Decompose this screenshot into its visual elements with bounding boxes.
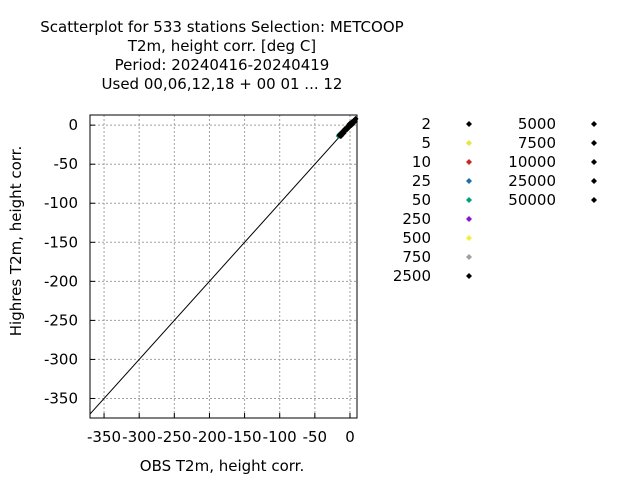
x-tick-label: -100	[263, 428, 297, 446]
x-tick-label: -300	[122, 428, 156, 446]
y-tick-label: -200	[44, 272, 78, 290]
x-tick-label: -250	[157, 428, 191, 446]
y-tick-label: -350	[44, 389, 78, 407]
legend-marker	[591, 178, 597, 184]
y-tick-label: -250	[44, 311, 78, 329]
x-tick-label: -350	[87, 428, 121, 446]
legend-marker	[466, 197, 472, 203]
x-tick-label: -50	[303, 428, 328, 446]
title-line-3: Period: 20240416-20240419	[115, 56, 330, 74]
y-tick-label: -50	[54, 155, 79, 173]
legend-label: 5000	[518, 115, 556, 133]
legend-label: 10	[412, 153, 431, 171]
legend-label: 10000	[508, 153, 556, 171]
legend-marker	[466, 178, 472, 184]
grid	[90, 115, 357, 418]
x-axis-label: OBS T2m, height corr.	[140, 457, 304, 475]
y-tick-label: 0	[68, 116, 78, 134]
legend-label: 25000	[508, 172, 556, 190]
chart-title: Scatterplot for 533 stations Selection: …	[40, 18, 403, 93]
legend-marker	[466, 121, 472, 127]
y-tick-label: -300	[44, 350, 78, 368]
legend-marker	[591, 121, 597, 127]
legend-marker	[466, 140, 472, 146]
legend-label: 250	[402, 210, 431, 228]
legend-marker	[466, 254, 472, 260]
y-tick-label: -100	[44, 194, 78, 212]
legend-label: 5	[421, 134, 431, 152]
legend-label: 2500	[393, 267, 431, 285]
plot-frame	[89, 114, 358, 419]
legend-marker	[466, 216, 472, 222]
legend-marker	[466, 273, 472, 279]
title-line-4: Used 00,06,12,18 + 00 01 ... 12	[102, 75, 343, 93]
title-line-1: Scatterplot for 533 stations Selection: …	[40, 18, 403, 36]
axis-ticks: -350 -300 -250 -200 -150 -100 -50 00-50-100-150…	[44, 116, 355, 446]
y-axis-label: Highres T2m, height corr.	[7, 146, 25, 336]
legend-label: 2	[421, 115, 431, 133]
x-tick-label: 0	[345, 428, 355, 446]
legend-marker	[591, 140, 597, 146]
y-tick-label: -150	[44, 233, 78, 251]
diagonal-line	[89, 117, 358, 415]
legend-label: 500	[402, 229, 431, 247]
legend-label: 7500	[518, 134, 556, 152]
legend-label: 50000	[508, 191, 556, 209]
data-layer	[89, 115, 359, 415]
title-line-2: T2m, height corr. [deg C]	[127, 37, 316, 55]
legend-marker	[466, 235, 472, 241]
data-point	[348, 122, 355, 129]
legend-marker	[591, 197, 597, 203]
x-tick-label: -200	[192, 428, 226, 446]
legend-marker	[591, 159, 597, 165]
legend-label: 50	[412, 191, 431, 209]
legend: 2510255025050075025005000750010000250005…	[393, 115, 597, 285]
legend-label: 750	[402, 248, 431, 266]
legend-marker	[466, 159, 472, 165]
x-tick-label: -150	[228, 428, 262, 446]
legend-label: 25	[412, 172, 431, 190]
